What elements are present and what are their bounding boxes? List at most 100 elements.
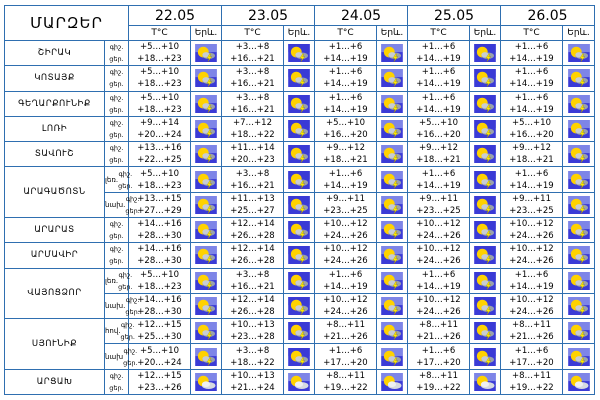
forecast-table: ՄԱՐԶԵՐ 22.05 23.05 24.05 25.05 26.05 T°C…	[4, 5, 595, 396]
temperature-cell: +5…+10 +16…+20	[314, 115, 377, 143]
temperature-cell: +14…+16 +28…+30	[128, 242, 191, 269]
day-temp: +14…+19	[416, 54, 461, 65]
night-temp: +10…+12	[416, 219, 461, 230]
weather-icon-cell	[190, 90, 222, 117]
sun-cloud-thunder-icon	[288, 296, 310, 315]
night-temp: +10…+12	[323, 219, 368, 230]
sun-cloud-thunder-icon	[195, 94, 217, 113]
date-header-1: 22.05	[128, 5, 222, 26]
day-temp: +20…+24	[137, 357, 182, 368]
night-temp: +13…+16	[137, 143, 182, 154]
sun-cloud-thunder-icon	[381, 347, 403, 366]
night-temp: +5…+10	[140, 269, 179, 280]
sun-cloud-thunder-icon	[567, 44, 590, 63]
day-temp: +18…+23	[137, 79, 182, 90]
weather-icon-cell	[376, 242, 408, 269]
night-temp: +1…+6	[421, 269, 456, 280]
day-temp: +22…+25	[137, 155, 182, 166]
day-night-labels: գիշ. ցեր.	[104, 39, 129, 67]
day-night-labels: գիշ. ցեր.	[104, 242, 129, 269]
region-name: ԳԵՂԱՐՔՈՒՆԻՔ	[4, 90, 105, 117]
sun-cloud-thunder-icon	[288, 94, 310, 113]
region-row: ԳԵՂԱՐՔՈՒՆԻՔ գիշ. ցեր. +5…+10 +18…+23 +3…+8 +16…	[4, 90, 595, 117]
weather-icon-cell	[376, 141, 408, 168]
temperature-cell: +1…+6 +14…+19	[407, 65, 470, 92]
date-header-3: 24.05	[314, 5, 408, 26]
weather-icon-cell	[190, 216, 222, 244]
night-temp: +5…+10	[140, 67, 179, 78]
weather-icon-cell	[283, 292, 315, 320]
temperature-cell: +10…+12 +24…+26	[500, 216, 563, 244]
region-name: ԼՈՌԻ	[4, 115, 105, 143]
day-night-labels: գիշ. ցեր.	[104, 65, 129, 92]
sun-cloud-thunder-icon	[381, 119, 403, 138]
day-temp: +28…+30	[137, 231, 182, 242]
temperature-cell: +1…+6 +17…+20	[407, 343, 470, 370]
weather-icon-cell	[190, 115, 222, 143]
weather-icon-cell	[190, 267, 222, 294]
night-temp: +5…+10	[140, 168, 179, 179]
day-label: ցեր.	[123, 358, 138, 367]
weather-icon-cell	[469, 65, 501, 92]
night-temp: +3…+8	[235, 92, 270, 103]
region-row: ԱՐԱԳԱԾՈՏՆ լեռ. գիշ. ցեր. +5…+10 +18…+23 +3…+8 +…	[4, 166, 595, 218]
weather-icon-cell	[376, 216, 408, 244]
night-temp: +1…+6	[328, 42, 363, 53]
sun-cloud-thunder-icon	[474, 271, 496, 290]
temperature-cell: +5…+10 +18…+23	[128, 90, 191, 117]
sun-cloud-thunder-icon	[195, 221, 217, 240]
day-temp: +19…+22	[323, 382, 368, 393]
sun-cloud-thunder-icon	[195, 322, 217, 341]
weather-icon-cell	[283, 343, 315, 370]
day-temp: +23…+26	[137, 382, 182, 393]
sun-cloud-thunder-icon	[474, 69, 496, 88]
temp-header: T°C	[314, 25, 377, 41]
weather-icon-cell	[469, 216, 501, 244]
day-label: ցեր.	[109, 156, 124, 165]
night-temp: +12…+14	[230, 244, 275, 255]
night-temp: +12…+15	[137, 370, 182, 381]
day-label: ցեր.	[109, 257, 124, 266]
night-temp: +10…+13	[230, 370, 275, 381]
temperature-cell: +1…+6 +14…+19	[500, 39, 563, 67]
sun-cloud-icon	[288, 372, 310, 391]
region-name: ԱՐՑԱԽ	[4, 368, 105, 396]
sun-cloud-thunder-icon	[195, 145, 217, 164]
region-name: ԱՐԱԳԱԾՈՏՆ	[4, 166, 105, 218]
night-temp: +12…+15	[137, 320, 182, 331]
day-temp: +14…+19	[323, 54, 368, 65]
temperature-cell: +13…+15 +27…+29	[128, 191, 191, 218]
day-temp: +21…+26	[509, 332, 554, 343]
region-name: ԱՐՄԱՎԻՐ	[4, 242, 105, 269]
night-label: գիշ.	[118, 169, 133, 178]
temperature-cell: +7…+12 +18…+22	[221, 115, 284, 143]
sun-cloud-thunder-icon	[381, 69, 403, 88]
weather-icon-cell	[562, 343, 595, 370]
sun-cloud-thunder-icon	[288, 322, 310, 341]
weather-icon-cell	[190, 65, 222, 92]
night-temp: +1…+6	[421, 168, 456, 179]
sun-cloud-thunder-icon	[195, 119, 217, 138]
day-label: ցեր.	[118, 282, 133, 291]
sun-cloud-thunder-icon	[288, 195, 310, 214]
night-temp: +9…+11	[512, 193, 551, 204]
night-temp: +12…+14	[230, 219, 275, 230]
day-temp: +18…+21	[323, 155, 368, 166]
day-temp: +14…+19	[323, 281, 368, 292]
night-temp: +1…+6	[328, 168, 363, 179]
sun-cloud-thunder-icon	[567, 246, 590, 265]
weather-icon-cell	[469, 368, 501, 396]
night-temp: +8…+11	[512, 370, 551, 381]
region-name: ՍՅՈՒՆԻՔ	[4, 318, 105, 370]
night-temp: +1…+6	[421, 92, 456, 103]
weather-icon-cell	[283, 65, 315, 92]
day-night-labels: գիշ. ցեր.	[104, 368, 129, 396]
temperature-cell: +1…+6 +14…+19	[500, 267, 563, 294]
subregion-label: լեռ.	[105, 175, 119, 184]
day-temp: +24…+26	[416, 256, 461, 267]
temperature-cell: +1…+6 +14…+19	[407, 267, 470, 294]
weather-icon-cell	[376, 368, 408, 396]
day-label: ցեր.	[125, 307, 140, 316]
day-night-labels: նախ. գիշ. ցեր.	[104, 292, 140, 320]
day-temp: +14…+19	[509, 180, 554, 191]
